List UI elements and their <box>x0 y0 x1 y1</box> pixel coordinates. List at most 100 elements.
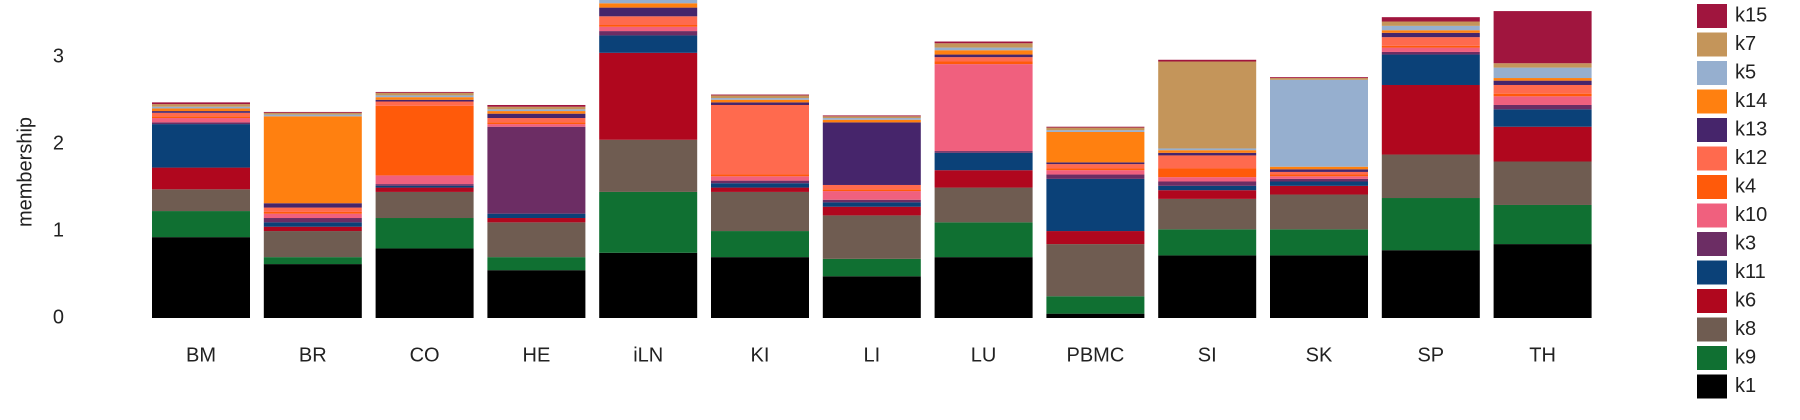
bar-segment <box>934 41 1033 44</box>
legend-swatch <box>1697 232 1727 256</box>
bar-segment <box>599 191 698 253</box>
bar-segment <box>822 258 921 277</box>
bar-segment <box>152 116 250 119</box>
bar-segment <box>1046 178 1145 232</box>
bar-segment <box>152 108 250 112</box>
bar-segment <box>711 231 809 258</box>
bar-segment <box>263 114 362 117</box>
bar-segment <box>1270 185 1368 195</box>
bar-segment <box>375 95 474 98</box>
bar-segment <box>375 187 474 192</box>
x-tick-label: SP <box>1417 344 1444 366</box>
bar-segment <box>822 202 921 207</box>
bar-segment <box>263 213 362 219</box>
bar-segment <box>1270 178 1368 182</box>
bar-segment <box>711 99 809 103</box>
bar-segment <box>1381 54 1480 85</box>
bar-segment <box>152 237 250 318</box>
legend-label: k4 <box>1735 175 1756 197</box>
bar-segment <box>375 218 474 249</box>
bar-segment <box>1158 148 1257 151</box>
bar-segment <box>1046 231 1145 245</box>
bar-segment <box>152 102 250 105</box>
bar-segment <box>599 52 698 140</box>
bar-segment <box>599 35 698 53</box>
bar-segment <box>487 106 586 110</box>
bar-segment <box>152 122 250 125</box>
bar-segment <box>1270 229 1368 256</box>
legend-label: k9 <box>1735 346 1756 368</box>
bar-segment <box>152 111 250 113</box>
y-tick-label: 0 <box>53 306 64 328</box>
bar-segment <box>487 104 586 107</box>
bar-segment <box>1493 244 1592 318</box>
legend-swatch <box>1697 289 1727 313</box>
bar-segment <box>375 185 474 188</box>
bar-segment <box>1381 17 1480 22</box>
bar-segment <box>263 218 362 223</box>
bar-segment <box>599 252 698 318</box>
bar-segment <box>375 97 474 100</box>
bar-segment <box>822 191 921 200</box>
bar-segment <box>1158 152 1257 156</box>
bar-segment <box>1158 190 1257 199</box>
bar-segment <box>487 213 586 219</box>
bar-segment <box>934 170 1033 188</box>
bar-segment <box>822 189 921 192</box>
bar-segment <box>934 47 1033 51</box>
legend-label: k12 <box>1735 147 1767 169</box>
bar-segment <box>599 26 698 32</box>
bar-segment <box>599 139 698 192</box>
bar-segment <box>711 183 809 188</box>
bar-segment <box>822 206 921 216</box>
x-tick-label: SI <box>1198 344 1217 366</box>
bar-segment <box>152 189 250 212</box>
bar-segment <box>1158 61 1257 149</box>
bar-segment <box>1381 198 1480 251</box>
bar-segment <box>822 116 921 119</box>
bar-segment <box>1493 84 1592 94</box>
bar-segment <box>152 104 250 107</box>
bar-segment <box>263 203 362 208</box>
bar-segment <box>1046 126 1145 128</box>
bar-segment <box>263 257 362 265</box>
bar-segment <box>1493 67 1592 79</box>
bar-segment <box>1493 126 1592 162</box>
x-tick-label: iLN <box>633 344 663 366</box>
legend-label: k14 <box>1735 90 1767 112</box>
bar-segment <box>487 270 586 318</box>
bar-segment <box>934 257 1033 318</box>
legend-label: k7 <box>1735 33 1756 55</box>
bar-segment <box>822 184 921 190</box>
bar-segment <box>1493 11 1592 64</box>
bar-segment <box>152 211 250 238</box>
legend-swatch <box>1697 346 1727 370</box>
y-axis-label: membership <box>14 117 36 227</box>
bar-segment <box>375 91 474 93</box>
bar-segment <box>1381 250 1480 318</box>
bar-segment <box>711 98 809 100</box>
bar-segment <box>1158 255 1257 318</box>
bar-segment <box>711 191 809 232</box>
bar-segment <box>152 124 250 168</box>
bar-segment <box>934 151 1033 153</box>
legend-label: k3 <box>1735 232 1756 254</box>
bar-segment <box>1381 84 1480 155</box>
bar-segment <box>1493 161 1592 205</box>
legend-swatch <box>1697 317 1727 342</box>
y-tick-label: 1 <box>53 219 64 241</box>
bar-segment <box>711 176 809 181</box>
x-tick-label: TH <box>1529 344 1556 366</box>
bar-segment <box>1381 47 1480 52</box>
bar-segment <box>934 54 1033 58</box>
bar-segment <box>375 105 474 176</box>
bar-segment <box>934 61 1033 65</box>
legend-swatch <box>1697 175 1727 199</box>
bar-segment <box>822 115 921 117</box>
bar-segment <box>1158 150 1257 153</box>
bar-segment <box>1381 37 1480 46</box>
bar-segment <box>1158 198 1257 230</box>
bar-segment <box>711 95 809 99</box>
